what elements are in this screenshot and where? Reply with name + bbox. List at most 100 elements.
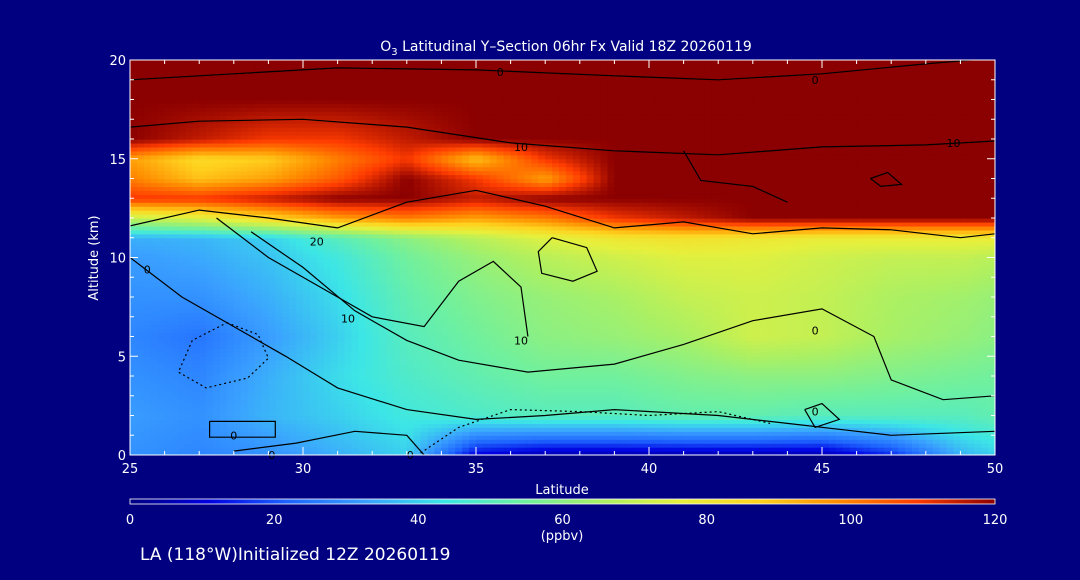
heat-cell	[296, 411, 304, 417]
heat-cell	[213, 431, 221, 436]
heat-cell	[905, 419, 913, 424]
heat-cell	[884, 336, 892, 342]
heat-cell	[856, 340, 865, 345]
heat-cell	[911, 364, 920, 369]
heat-cell	[489, 336, 498, 342]
heat-cell	[745, 423, 754, 428]
heat-cell	[891, 352, 899, 357]
heat-cell	[455, 368, 463, 373]
heat-cell	[434, 316, 442, 322]
heat-cell	[953, 368, 961, 373]
heat-cell	[649, 356, 657, 361]
heat-cell	[932, 328, 941, 334]
heat-cell	[628, 419, 636, 424]
heat-cell	[745, 411, 754, 417]
heat-cell	[164, 316, 173, 322]
heat-cell	[157, 447, 166, 452]
heat-cell	[157, 297, 166, 302]
heat-cell	[372, 297, 380, 302]
heat-cell	[489, 372, 498, 377]
heat-cell	[974, 427, 982, 432]
heat-cell	[164, 312, 173, 318]
heat-cell	[911, 407, 920, 413]
heat-cell	[891, 447, 899, 452]
heat-cell	[171, 427, 180, 432]
heat-cell	[808, 356, 816, 361]
heat-cell	[635, 348, 643, 353]
heat-cell	[247, 300, 256, 306]
heat-cell	[206, 300, 214, 306]
heat-cell	[870, 383, 878, 389]
heat-cell	[476, 372, 484, 377]
heat-cell	[178, 395, 186, 401]
heat-cell	[545, 379, 553, 385]
heat-cell	[130, 407, 138, 413]
heat-cell	[496, 423, 505, 428]
heat-cell	[254, 407, 263, 413]
heat-cell	[496, 364, 505, 369]
heat-cell	[545, 308, 553, 314]
heat-cell	[815, 360, 823, 365]
heat-cell	[905, 368, 913, 373]
heat-cell	[628, 407, 636, 413]
heat-cell	[711, 439, 719, 444]
heat-cell	[413, 368, 422, 373]
heat-cell	[538, 383, 546, 389]
heat-cell	[185, 304, 193, 310]
heat-cell	[835, 340, 844, 345]
heat-cell	[870, 320, 878, 326]
heat-cell	[399, 447, 408, 452]
heat-cell	[898, 383, 906, 389]
heat-cell	[884, 308, 892, 314]
heat-cell	[642, 364, 650, 369]
heat-cell	[517, 340, 526, 345]
heat-cell	[780, 316, 788, 322]
heat-cell	[801, 435, 809, 440]
heat-cell	[289, 372, 297, 377]
heat-cell	[607, 356, 615, 361]
heat-cell	[365, 391, 373, 397]
heat-cell	[676, 336, 685, 342]
heat-cell	[289, 312, 297, 318]
heat-cell	[815, 419, 823, 424]
heat-cell	[282, 383, 290, 389]
heat-cell	[918, 308, 927, 314]
heat-cell	[572, 395, 581, 401]
heat-cell	[766, 427, 775, 432]
heat-cell	[323, 439, 332, 444]
heat-cell	[213, 332, 221, 338]
heat-cell	[296, 304, 304, 310]
heat-cell	[150, 297, 159, 302]
heat-cell	[842, 376, 851, 381]
heat-cell	[233, 320, 242, 326]
heat-cell	[565, 316, 574, 322]
heat-cell	[828, 435, 837, 440]
heat-cell	[545, 435, 553, 440]
heat-cell	[462, 391, 470, 397]
heat-cell	[143, 348, 152, 353]
heat-cell	[725, 316, 733, 322]
heat-cell	[503, 395, 512, 401]
heat-cell	[185, 356, 193, 361]
heat-cell	[344, 383, 353, 389]
heat-cell	[635, 352, 643, 357]
heat-cell	[427, 304, 436, 310]
heat-cell	[130, 419, 138, 424]
heat-cell	[988, 364, 995, 369]
heat-cell	[856, 312, 865, 318]
heat-cell	[780, 423, 788, 428]
heat-cell	[614, 395, 622, 401]
heat-cell	[891, 451, 899, 455]
heat-cell	[565, 423, 574, 428]
heat-cell	[282, 403, 290, 409]
heat-cell	[379, 427, 387, 432]
heat-cell	[628, 379, 636, 385]
heat-cell	[884, 332, 892, 338]
heat-cell	[918, 435, 927, 440]
heat-cell	[420, 348, 429, 353]
heat-cell	[455, 415, 463, 421]
heat-cell	[213, 368, 221, 373]
heat-cell	[136, 383, 145, 389]
heat-cell	[759, 439, 768, 444]
heat-cell	[870, 451, 878, 455]
